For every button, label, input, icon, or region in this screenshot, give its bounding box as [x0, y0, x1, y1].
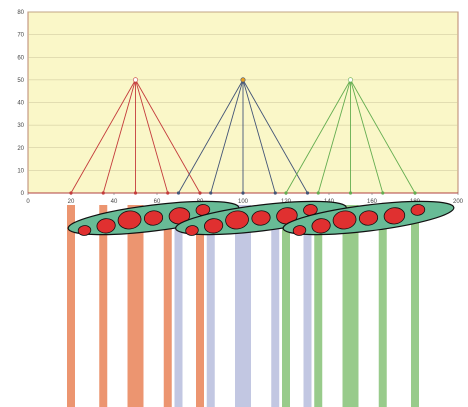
base-point — [101, 191, 105, 195]
y-tick-label: 40 — [17, 101, 24, 107]
y-tick-label: 0 — [21, 191, 25, 197]
y-tick-label: 80 — [17, 10, 24, 16]
series-line — [242, 79, 276, 194]
y-tick-label: 10 — [17, 168, 24, 174]
base-point — [284, 191, 288, 195]
red-dot — [383, 207, 406, 225]
red-dot — [185, 225, 199, 236]
red-dot — [292, 225, 307, 236]
ellipse-illustration — [67, 200, 455, 236]
base-point — [305, 191, 310, 195]
series-line — [317, 79, 351, 194]
base-point — [166, 191, 170, 195]
red-dot — [358, 210, 379, 226]
stripe-bar — [314, 205, 323, 407]
x-tick-label: 20 — [68, 199, 75, 205]
base-point — [273, 191, 277, 195]
plot-area: 0102030405060708002040608010012014016018… — [17, 10, 463, 205]
apex-point — [133, 77, 139, 83]
stripe-bar — [163, 205, 172, 407]
stripe-bar — [303, 205, 312, 407]
x-tick-label: 100 — [238, 199, 249, 205]
series-line — [135, 79, 169, 194]
x-tick-label: 40 — [111, 199, 118, 205]
red-dot — [143, 210, 164, 226]
y-tick-label: 50 — [17, 78, 24, 84]
base-point — [348, 191, 353, 195]
stripe-bar — [411, 205, 419, 407]
apex-point — [240, 77, 246, 83]
red-dot — [251, 210, 271, 226]
red-dot — [204, 218, 224, 234]
base-point — [209, 191, 213, 195]
series-line — [285, 79, 351, 194]
ellipse-group — [282, 200, 455, 236]
stripe-bar — [196, 205, 204, 407]
y-tick-label: 60 — [17, 55, 24, 61]
x-tick-label: 0 — [26, 199, 30, 205]
base-point — [316, 191, 320, 195]
y-tick-label: 30 — [17, 123, 24, 129]
red-dot — [311, 218, 331, 234]
stripe-bar — [127, 205, 144, 407]
apex-point — [347, 77, 353, 83]
stripe-bar — [282, 205, 290, 407]
bar-illustration — [67, 205, 419, 407]
stripe-bar — [67, 205, 75, 407]
y-tick-label: 20 — [17, 146, 24, 152]
base-point — [198, 191, 202, 195]
red-dot — [225, 210, 249, 230]
red-dot — [117, 210, 142, 230]
stripe-bar — [235, 205, 251, 407]
stripe-bar — [99, 205, 108, 407]
red-dot — [332, 210, 357, 230]
series-line — [178, 79, 244, 194]
base-point — [176, 191, 181, 195]
stripe-bar — [342, 205, 359, 407]
x-tick-label: 200 — [453, 199, 464, 205]
stripe-bar — [271, 205, 280, 407]
stripe-bar — [378, 205, 387, 407]
stripe-bar — [174, 205, 183, 407]
stripe-bar — [206, 205, 215, 407]
series-line — [350, 79, 384, 194]
red-dot — [77, 225, 92, 236]
base-point — [133, 191, 138, 195]
series-line — [70, 79, 136, 194]
x-tick-label: 160 — [367, 199, 378, 205]
base-point — [241, 191, 245, 195]
series-line — [350, 79, 416, 194]
series-line — [210, 79, 244, 194]
base-point — [381, 191, 385, 195]
series-line — [102, 79, 136, 194]
x-tick-label: 60 — [154, 199, 161, 205]
base-point — [413, 191, 417, 195]
ellipse-group — [175, 200, 347, 236]
red-dot — [410, 204, 426, 216]
base-point — [69, 191, 73, 195]
ellipse-group — [67, 200, 240, 236]
y-tick-label: 70 — [17, 33, 24, 39]
